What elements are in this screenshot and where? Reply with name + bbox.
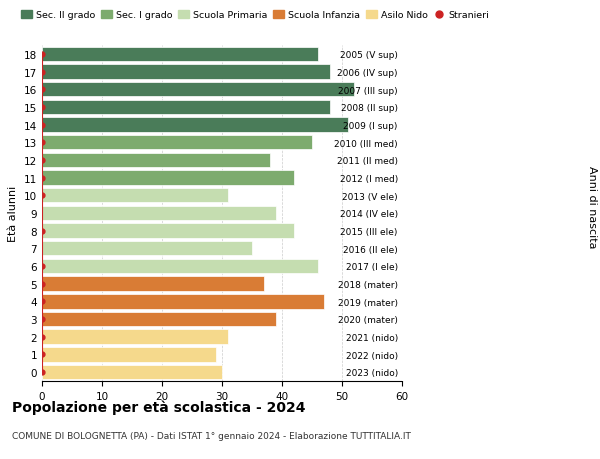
Text: Anni di nascita: Anni di nascita — [587, 165, 597, 248]
Bar — [42, 330, 228, 344]
Bar — [42, 171, 294, 185]
Bar — [42, 241, 252, 256]
Bar — [42, 312, 276, 326]
Bar — [42, 189, 228, 203]
Y-axis label: Età alunni: Età alunni — [8, 185, 19, 241]
Bar — [42, 259, 318, 274]
Legend: Sec. II grado, Sec. I grado, Scuola Primaria, Scuola Infanzia, Asilo Nido, Stran: Sec. II grado, Sec. I grado, Scuola Prim… — [17, 7, 493, 24]
Bar — [42, 47, 318, 62]
Bar — [42, 136, 312, 150]
Bar — [42, 206, 276, 221]
Bar — [42, 153, 270, 168]
Bar — [42, 83, 354, 97]
Bar — [42, 347, 216, 362]
Text: Popolazione per età scolastica - 2024: Popolazione per età scolastica - 2024 — [12, 399, 305, 414]
Bar — [42, 118, 348, 133]
Bar — [42, 365, 222, 380]
Bar — [42, 65, 330, 79]
Bar — [42, 224, 294, 238]
Bar — [42, 294, 324, 309]
Bar — [42, 101, 330, 115]
Bar — [42, 277, 264, 291]
Text: COMUNE DI BOLOGNETTA (PA) - Dati ISTAT 1° gennaio 2024 - Elaborazione TUTTITALIA: COMUNE DI BOLOGNETTA (PA) - Dati ISTAT 1… — [12, 431, 411, 441]
